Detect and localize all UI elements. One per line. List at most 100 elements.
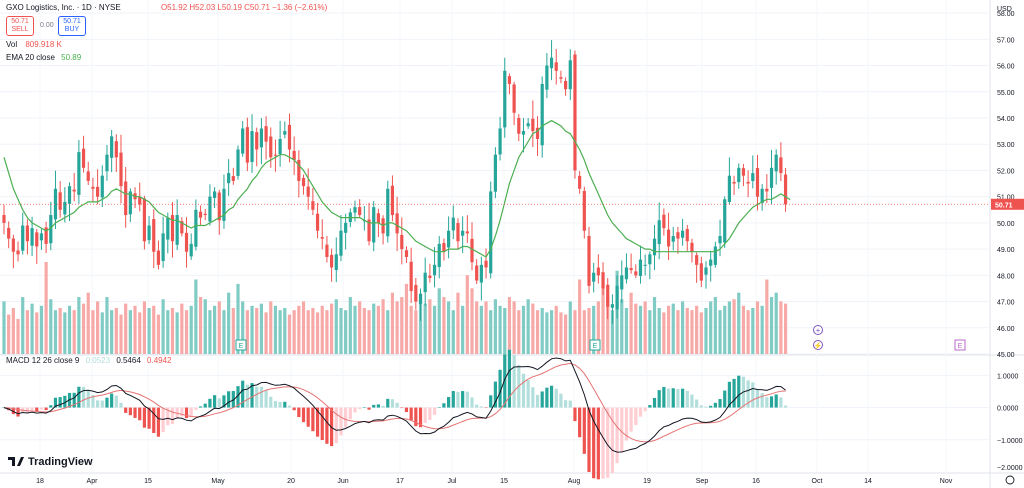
price-candle <box>72 173 76 202</box>
volume-bar <box>147 308 151 354</box>
macd-histogram-bar <box>311 407 315 432</box>
price-candle <box>624 253 629 284</box>
macd-histogram-bar <box>114 395 118 408</box>
macd-histogram-bar <box>432 407 437 415</box>
candle-body <box>21 225 25 251</box>
volume-bar <box>652 297 657 354</box>
macd-histogram-bar <box>283 401 287 408</box>
candle-body <box>194 209 198 247</box>
volume-bar <box>465 275 469 354</box>
volume-bar <box>348 297 352 354</box>
macd-histogram-bar <box>44 407 48 411</box>
macd-histogram-bar <box>507 349 512 408</box>
price-tick-label: 46.00 <box>997 326 1015 333</box>
volume-bar <box>531 303 535 354</box>
ema-line <box>3 119 791 258</box>
earnings-marker-label: E <box>593 343 598 350</box>
candle-body <box>554 62 558 71</box>
macd-histogram-bar <box>287 405 292 408</box>
price-candle <box>189 233 193 260</box>
macd-histogram-bar <box>779 397 783 408</box>
macd-histogram-bar <box>208 398 212 408</box>
volume-bar <box>507 297 512 354</box>
candle-body <box>330 254 334 268</box>
volume-bar <box>512 301 516 354</box>
macd-label: MACD 12 26 close 9 <box>6 356 80 365</box>
volume-bar <box>713 297 717 354</box>
volume-bar <box>194 279 198 354</box>
price-candle <box>727 157 731 205</box>
macd-histogram-bar <box>418 407 423 428</box>
volume-bar <box>447 301 451 354</box>
price-candle <box>21 212 25 255</box>
candle-body <box>512 84 516 113</box>
macd-histogram-bar <box>723 390 727 408</box>
volume-bar <box>25 310 29 354</box>
ema-legend[interactable]: EMA 20 close 50.89 <box>6 53 81 62</box>
candle-body <box>447 230 451 248</box>
macd-histogram-bar <box>259 386 263 408</box>
macd-histogram-bar <box>320 407 324 441</box>
macd-histogram-bar <box>606 407 610 478</box>
candle-body <box>152 219 156 252</box>
candle-body <box>610 304 614 308</box>
volume-bar <box>596 301 600 354</box>
macd-histogram-bar <box>124 407 128 413</box>
candle-body <box>81 148 86 168</box>
volume-bar <box>662 312 666 354</box>
macd-histogram-bar <box>554 388 558 408</box>
candle-body <box>138 196 142 205</box>
symbol-title[interactable]: GXO Logistics, Inc. · 1D · NYSE <box>6 3 121 12</box>
candle-body <box>699 263 703 281</box>
candle-body <box>250 131 254 163</box>
volume-bar <box>278 310 282 354</box>
volume-bar <box>774 292 778 354</box>
price-candle <box>222 174 226 229</box>
macd-histogram-bar <box>648 405 652 408</box>
volume-bar <box>344 310 348 354</box>
price-candle <box>713 241 717 268</box>
candle-body <box>105 154 109 172</box>
candle-body <box>124 181 128 216</box>
macd-histogram-bar <box>624 407 629 441</box>
volume-bar <box>367 310 371 354</box>
sell-button[interactable]: 50.71 SELL <box>6 16 34 36</box>
volume-bar <box>718 310 722 354</box>
macd-histogram-bar <box>615 407 619 464</box>
price-candle <box>578 171 582 194</box>
candle-body <box>437 243 441 268</box>
volume-bar <box>540 308 544 354</box>
candle-body <box>161 233 165 262</box>
price-candle <box>545 53 549 99</box>
time-tick-label: 18 <box>36 478 44 485</box>
macd-histogram-bar <box>666 388 671 408</box>
candle-body <box>404 250 409 257</box>
candle-body <box>484 260 488 268</box>
volume-bar <box>166 310 170 354</box>
volume-bar <box>732 299 736 354</box>
candle-body <box>142 198 146 242</box>
candle-body <box>409 261 413 292</box>
price-candle <box>531 100 535 148</box>
price-candle <box>526 117 530 129</box>
buy-button[interactable]: 50.71 BUY <box>58 16 86 36</box>
macd-histogram-bar <box>479 406 483 408</box>
macd-histogram-bar <box>63 395 67 408</box>
price-candle <box>704 261 708 289</box>
volume-bar <box>376 305 380 354</box>
volume-legend[interactable]: Vol 809.918 K <box>6 40 62 49</box>
macd-histogram-bar <box>783 405 788 408</box>
macd-histogram-bar <box>292 407 296 411</box>
time-tick-label: 17 <box>396 478 404 485</box>
macd-hist-value: 0.0523 <box>85 356 111 365</box>
price-candle <box>601 262 605 296</box>
candle-body <box>184 232 189 252</box>
candle-body <box>507 76 512 84</box>
price-candle <box>362 205 366 231</box>
macd-legend[interactable]: MACD 12 26 close 9 0.0523 0.5464 0.4942 <box>6 356 171 365</box>
macd-histogram-bar <box>128 407 132 416</box>
price-candle <box>498 116 502 161</box>
candle-body <box>208 196 212 222</box>
macd-histogram-bar <box>25 407 29 413</box>
